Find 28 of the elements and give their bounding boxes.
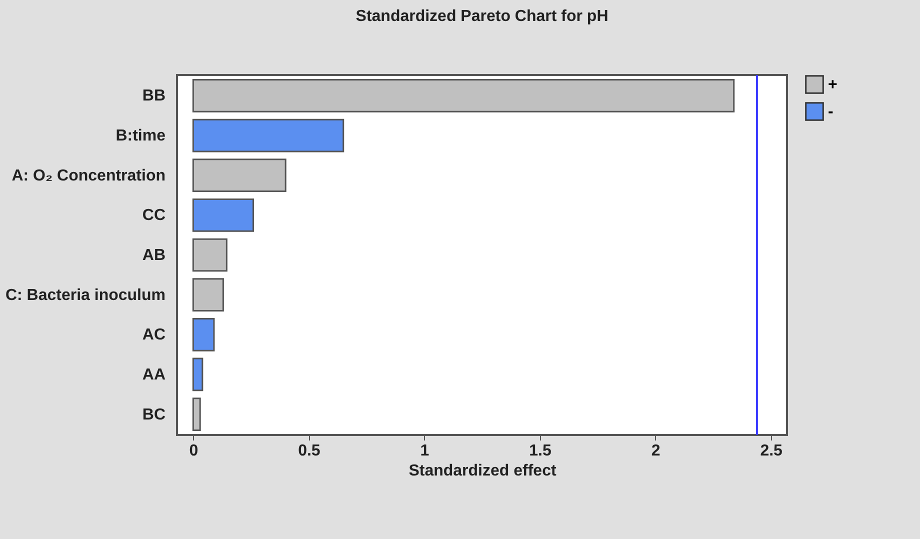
bar	[192, 118, 344, 152]
y-tick-label: AB	[142, 247, 166, 264]
y-tick-label: CC	[142, 207, 166, 224]
bar	[192, 318, 215, 352]
x-tick-label: 2	[651, 442, 660, 460]
legend-label: +	[828, 76, 838, 94]
bar	[192, 278, 224, 312]
x-tick-label: 1	[420, 442, 430, 460]
x-tick-label: 0.5	[298, 442, 320, 460]
bar	[192, 398, 201, 431]
legend-label: -	[828, 104, 834, 120]
x-tick-label: 1.5	[529, 442, 552, 460]
x-tick-label: 0	[189, 442, 198, 460]
x-axis-title: Standardized effect	[408, 462, 557, 480]
y-tick-label: C: Bacteria inoculum	[5, 286, 166, 304]
bar	[192, 238, 228, 272]
x-tick-label: 2.5	[760, 442, 783, 460]
bar	[192, 198, 254, 232]
y-tick-label: BB	[142, 88, 166, 105]
y-tick-label: A: O₂ Concentration	[12, 167, 166, 184]
y-tick-label: AC	[142, 326, 166, 344]
y-tick-label: BC	[142, 406, 166, 424]
bar	[192, 79, 735, 112]
bar	[192, 158, 286, 192]
y-tick-label: AA	[142, 366, 166, 384]
y-tick-label: B:time	[116, 128, 166, 145]
chart-title: Standardized Pareto Chart for pH	[356, 8, 608, 25]
bar	[192, 358, 204, 392]
